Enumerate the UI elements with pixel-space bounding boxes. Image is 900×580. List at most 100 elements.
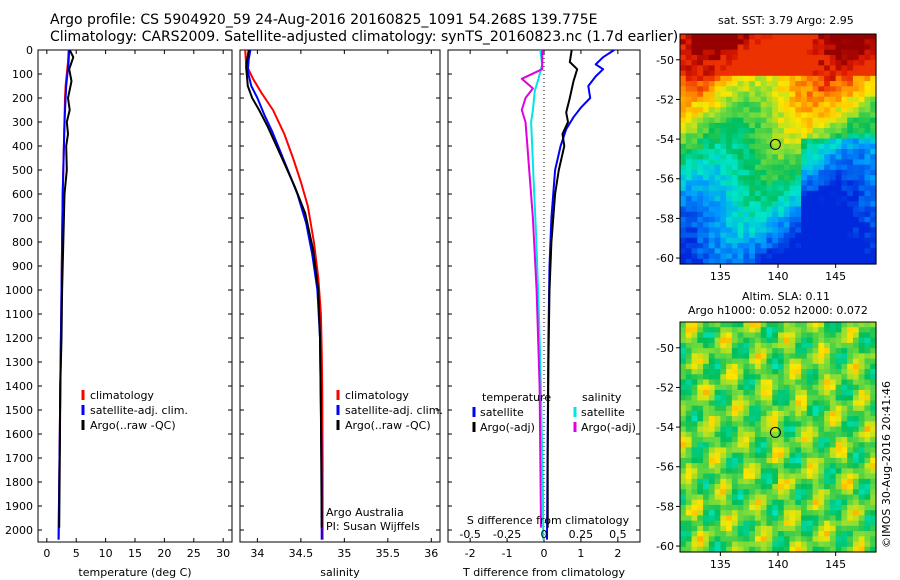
map-cell <box>714 232 721 239</box>
map-cell <box>783 520 791 527</box>
map-cell <box>835 164 843 171</box>
depth-tick-label: 400 <box>12 140 33 153</box>
map-cell <box>835 75 843 82</box>
legend-label: climatology <box>90 389 154 402</box>
map-cell <box>835 332 843 339</box>
map-cell <box>731 180 739 187</box>
map-cell <box>864 180 871 187</box>
map-cell <box>737 546 745 553</box>
map-cell <box>754 478 762 485</box>
map-cell <box>795 342 802 349</box>
map-cell <box>720 227 727 234</box>
map-cell <box>783 489 791 496</box>
map-cell <box>841 138 848 145</box>
map-cell <box>737 34 745 40</box>
map-cell <box>754 468 762 475</box>
map-cell <box>824 363 831 370</box>
map-cell <box>772 447 779 454</box>
legend-label: Argo(-adj) <box>581 421 636 434</box>
map-cell <box>778 504 785 511</box>
map-cell <box>680 437 687 443</box>
map-cell <box>870 452 877 459</box>
map-cell <box>697 457 704 464</box>
map-cell <box>754 322 762 328</box>
map-cell <box>795 395 802 402</box>
map-cell <box>691 452 698 459</box>
depth-tick-label: 2000 <box>5 524 33 537</box>
map-cell <box>714 447 721 454</box>
map-cell <box>801 478 808 485</box>
map-cell <box>852 384 860 391</box>
map-cell <box>708 389 716 396</box>
map-cell <box>731 536 739 543</box>
map-cell <box>680 133 687 140</box>
map-cell <box>737 149 745 155</box>
map-cell <box>824 96 831 103</box>
map-cell <box>731 128 739 134</box>
map-cell <box>818 128 825 134</box>
x-tick-label: 35.5 <box>376 547 401 560</box>
map-cell <box>726 489 733 496</box>
map-cell <box>720 44 727 51</box>
map-cell <box>829 452 837 459</box>
map-cell <box>847 452 854 459</box>
map-cell <box>847 237 854 244</box>
map-cell <box>847 374 854 381</box>
map-cell <box>766 489 773 496</box>
map-cell <box>864 520 871 527</box>
map-cell <box>812 49 819 56</box>
map-cell <box>858 337 866 344</box>
x-tick-label: 20 <box>157 547 171 560</box>
map-cell <box>703 253 710 260</box>
map-cell <box>737 65 745 72</box>
map-cell <box>754 410 762 417</box>
map-cell <box>841 65 848 72</box>
map-cell <box>812 54 819 61</box>
map-cell <box>789 405 796 412</box>
map-cell <box>829 107 837 114</box>
map-cell <box>697 369 704 375</box>
map-cell <box>754 86 762 93</box>
map-cell <box>835 447 843 454</box>
map-cell <box>806 348 814 354</box>
map-cell <box>731 154 739 161</box>
map-cell <box>703 484 710 490</box>
map-cell <box>812 478 819 485</box>
map-cell <box>806 49 814 56</box>
map-cell <box>829 96 837 103</box>
argo-position-marker <box>769 426 781 438</box>
map-cell <box>760 232 768 239</box>
map-cell <box>824 138 831 145</box>
map-cell <box>726 442 733 449</box>
map-cell <box>697 70 704 77</box>
map-cell <box>847 54 854 61</box>
map-cell <box>737 536 745 543</box>
map-cell <box>743 327 750 334</box>
map-cell <box>726 400 733 407</box>
map-cell <box>789 149 796 155</box>
map-cell <box>731 416 739 422</box>
map-cell <box>835 154 843 161</box>
map-cell <box>680 442 687 449</box>
map-cell <box>858 431 866 438</box>
map-cell <box>766 243 773 249</box>
map-cell <box>691 426 698 433</box>
map-cell <box>829 39 837 46</box>
map-cell <box>795 248 802 255</box>
map-cell <box>789 138 796 145</box>
map-cell <box>778 405 785 412</box>
map-cell <box>720 96 727 103</box>
map-cell <box>835 442 843 449</box>
map-cell <box>749 91 756 98</box>
map-cell <box>697 190 704 197</box>
map-cell <box>772 337 779 344</box>
map-cell <box>766 201 773 208</box>
map-cell <box>737 374 745 381</box>
map-cell <box>697 536 704 543</box>
map-cell <box>760 222 768 229</box>
map-cell <box>847 494 854 501</box>
map-cell <box>743 421 750 428</box>
map-cell <box>691 489 698 496</box>
map-cell <box>754 237 762 244</box>
map-cell <box>847 525 854 532</box>
